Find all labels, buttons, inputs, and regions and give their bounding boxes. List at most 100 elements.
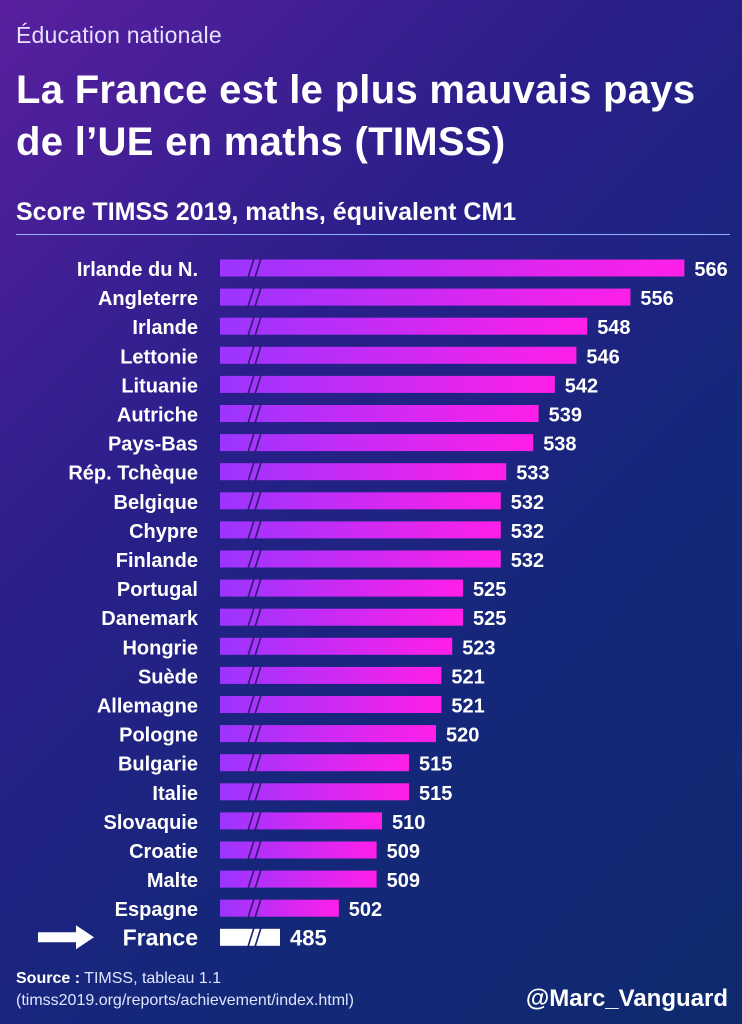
- axis-break-mark: [254, 665, 262, 686]
- bar-pologne: [220, 725, 436, 743]
- axis-break-mark: [254, 287, 262, 307]
- axis-break-mark: [247, 694, 255, 715]
- bar-chypre: [220, 521, 501, 539]
- value-label-italie: 515: [419, 783, 452, 805]
- value-label-pologne: 520: [446, 725, 479, 747]
- bar-hongrie: [220, 637, 453, 655]
- axis-break-mark: [254, 491, 262, 511]
- bar-portugal: [220, 579, 463, 597]
- axis-break-mark: [247, 782, 255, 802]
- value-label-portugal: 525: [473, 579, 506, 601]
- category-label-rep-tcheque: Rép. Tchèque: [68, 463, 198, 485]
- value-label-allemagne: 521: [451, 696, 484, 718]
- category-label-irlande: Irlande: [132, 317, 198, 339]
- bar-lituanie: [220, 375, 555, 393]
- chart-title: La France est le plus mauvais pays de l’…: [16, 68, 696, 164]
- axis-break-mark: [254, 432, 262, 453]
- bar-rep-tcheque: [220, 463, 507, 481]
- bar-espagne: [220, 899, 339, 917]
- axis-break-mark: [247, 520, 255, 540]
- axis-break-mark: [254, 345, 262, 366]
- value-label-france: 485: [290, 925, 327, 950]
- bar-bulgarie: [220, 754, 409, 772]
- value-label-slovaquie: 510: [392, 812, 425, 834]
- axis-break-mark: [247, 432, 255, 453]
- bar-allemagne: [220, 696, 442, 713]
- axis-break-mark: [254, 520, 262, 540]
- value-label-croatie: 509: [387, 841, 420, 863]
- axis-break-mark: [247, 927, 255, 948]
- category-label-pays-bas: Pays-Bas: [108, 434, 198, 456]
- axis-break-mark: [254, 636, 262, 657]
- category-label-croatie: Croatie: [129, 841, 198, 863]
- axis-break-mark: [247, 403, 255, 424]
- axis-break-mark: [247, 869, 255, 889]
- category-label-italie: Italie: [152, 783, 198, 805]
- bar-slovaquie: [220, 812, 382, 830]
- axis-break-mark: [254, 694, 262, 715]
- axis-break-mark: [254, 549, 262, 569]
- axis-break-mark: [247, 840, 255, 860]
- value-label-rep-tcheque: 533: [516, 463, 549, 485]
- axis-break-mark: [247, 287, 255, 307]
- bar-malte: [220, 870, 377, 888]
- value-label-finlande: 532: [511, 550, 544, 572]
- axis-break-mark: [247, 491, 255, 511]
- category-label-portugal: Portugal: [117, 579, 198, 601]
- category-label-suede: Suède: [138, 666, 198, 688]
- category-label-france: France: [123, 924, 198, 950]
- bar-france: [220, 928, 280, 946]
- category-label-slovaquie: Slovaquie: [104, 812, 198, 834]
- axis-break-mark: [247, 665, 255, 686]
- axis-break-mark: [247, 811, 255, 831]
- bar-belgique: [220, 492, 501, 510]
- axis-break-mark: [247, 461, 255, 482]
- value-label-autriche: 539: [549, 405, 582, 427]
- axis-break-mark: [247, 345, 255, 366]
- axis-break-mark: [254, 869, 262, 889]
- axis-break-mark: [254, 316, 262, 336]
- chart-subtitle: Score TIMSS 2019, maths, équivalent CM1: [16, 198, 517, 226]
- title-divider: [16, 234, 730, 235]
- axis-break-mark: [247, 898, 255, 918]
- value-label-suede: 521: [451, 666, 484, 688]
- category-label-angleterre: Angleterre: [98, 288, 198, 310]
- axis-break-mark: [247, 752, 255, 773]
- supertitle: Éducation nationale: [16, 22, 222, 48]
- value-label-lituanie: 542: [565, 375, 598, 397]
- category-label-danemark: Danemark: [101, 608, 199, 630]
- bar-danemark: [220, 608, 463, 626]
- bar-italie: [220, 783, 409, 801]
- axis-break-mark: [254, 403, 262, 424]
- axis-break-mark: [254, 578, 262, 598]
- category-label-allemagne: Allemagne: [97, 696, 198, 718]
- axis-break-mark: [254, 752, 262, 773]
- source-url: (timss2019.org/reports/achievement/index…: [16, 992, 354, 1009]
- axis-break-mark: [247, 316, 255, 336]
- source-text: TIMSS, tableau 1.1: [84, 970, 222, 987]
- value-label-danemark: 525: [473, 608, 506, 630]
- highlight-arrow-icon: [38, 925, 94, 950]
- value-label-espagne: 502: [349, 899, 382, 921]
- axis-break-mark: [247, 549, 255, 569]
- category-label-malte: Malte: [147, 870, 198, 892]
- value-label-belgique: 532: [511, 492, 544, 514]
- category-label-belgique: Belgique: [114, 492, 198, 514]
- author-handle: @Marc_Vanguard: [525, 985, 728, 1012]
- bar-finlande: [220, 550, 501, 568]
- axis-break-mark: [254, 898, 262, 918]
- bar-suede: [220, 666, 442, 684]
- category-label-autriche: Autriche: [117, 405, 198, 427]
- value-label-chypre: 532: [511, 521, 544, 543]
- axis-break-mark: [254, 374, 262, 395]
- axis-break-mark: [254, 723, 262, 744]
- axis-break-mark: [254, 840, 262, 860]
- bar-chart: Irlande du N. 566 Angleterre 556 Irlande 548 L…: [38, 258, 728, 950]
- category-label-lettonie: Lettonie: [120, 346, 198, 368]
- value-label-pays-bas: 538: [543, 434, 576, 456]
- axis-break-mark: [247, 607, 255, 627]
- value-label-angleterre: 556: [640, 288, 673, 310]
- category-label-hongrie: Hongrie: [122, 637, 198, 659]
- value-label-malte: 509: [387, 870, 420, 892]
- bar-irlande-du-n: [220, 259, 685, 277]
